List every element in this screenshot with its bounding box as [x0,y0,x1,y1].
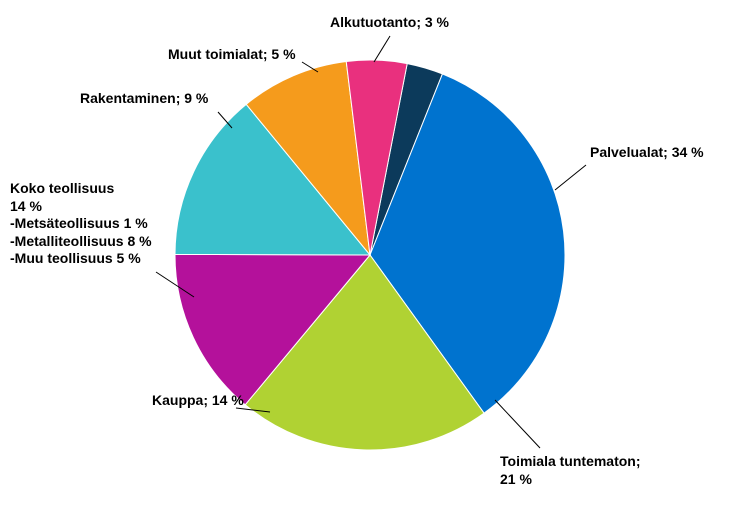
slice-label: Palvelualat; 34 % [590,144,704,162]
leader-line [555,165,586,190]
slice-label: Toimiala tuntematon; 21 % [500,453,641,488]
slice-label: Kauppa; 14 % [152,392,244,410]
pie-chart: Alkutuotanto; 3 % Palvelualat; 34 % Toimia… [0,0,744,507]
slice-label: Rakentaminen; 9 % [80,90,208,108]
leader-line [495,400,540,448]
leader-line [374,36,390,62]
slice-label: Alkutuotanto; 3 % [330,14,449,32]
slice-label: Muut toimialat; 5 % [168,46,296,64]
slice-label: Koko teollisuus 14 % -Metsäteollisuus 1 … [10,180,152,268]
